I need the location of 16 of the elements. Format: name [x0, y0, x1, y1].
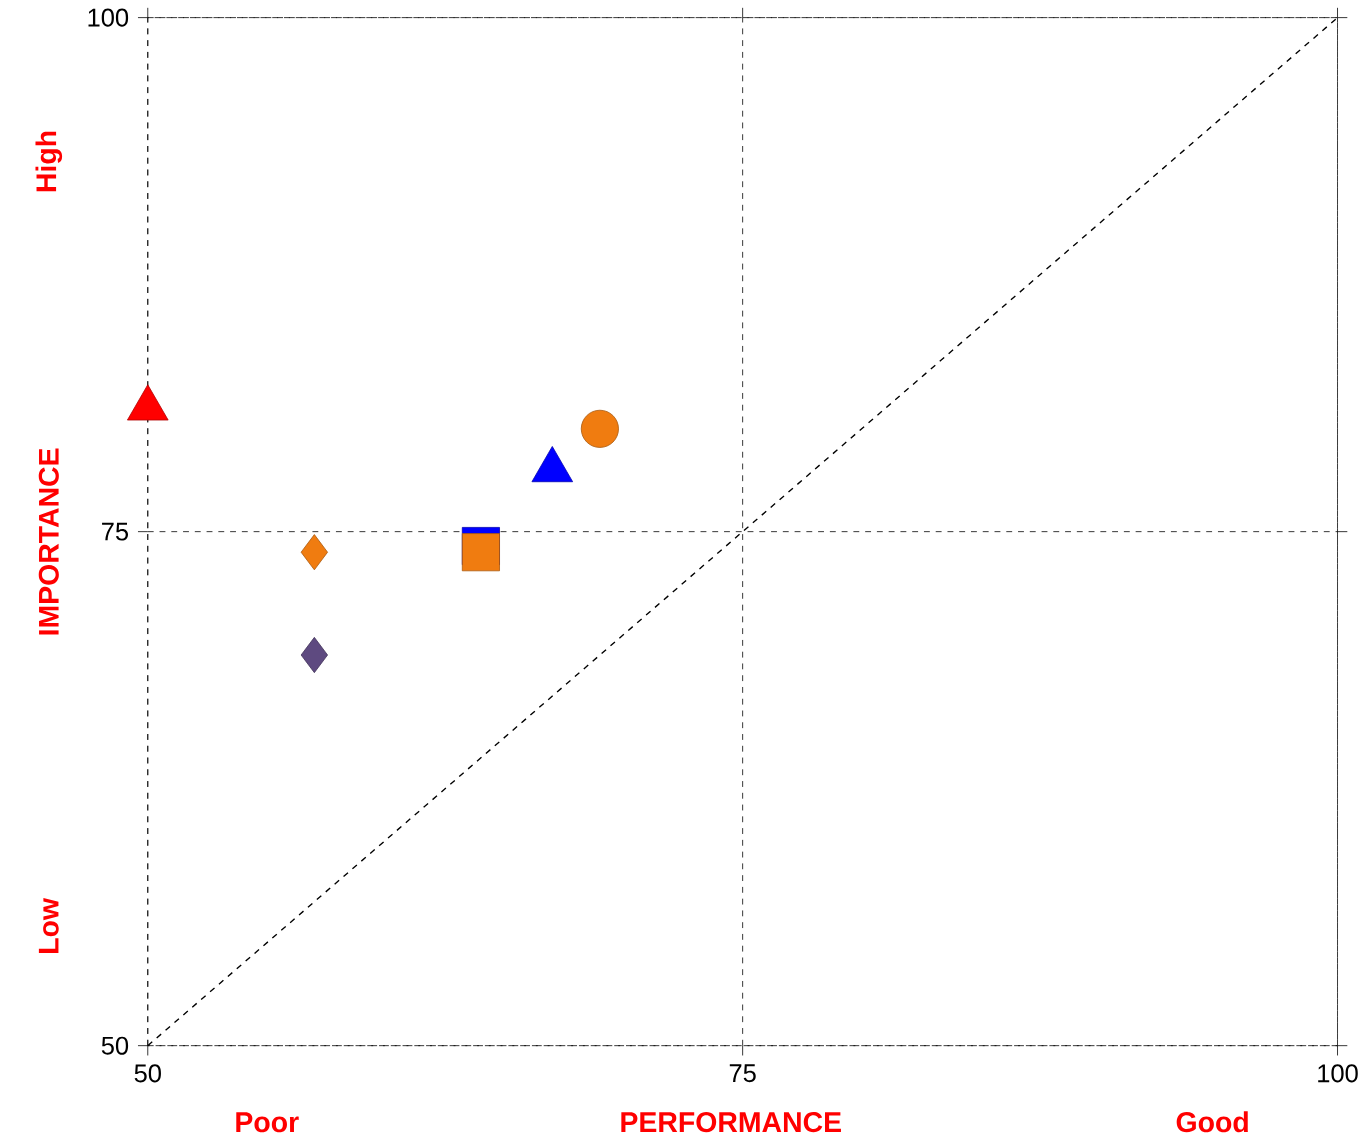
x-tick-label: 100 [1318, 1064, 1358, 1083]
y-axis-title: IMPORTANCE [38, 448, 59, 635]
y-tick-label: 50 [101, 1036, 129, 1055]
point [580, 409, 619, 448]
point [461, 533, 500, 572]
x-axis-title: PERFORMANCE [621, 1112, 841, 1133]
text: High [35, 131, 63, 192]
point [300, 534, 328, 571]
text: Low [38, 898, 59, 953]
y-tick-label: 100 [88, 8, 129, 27]
x-tick-label: 50 [134, 1064, 161, 1083]
x-tick-label: 75 [729, 1064, 756, 1083]
text: Good [1176, 1111, 1248, 1133]
text: Poor [236, 1112, 299, 1133]
point [300, 637, 328, 674]
y-tick-label: 75 [102, 522, 129, 541]
